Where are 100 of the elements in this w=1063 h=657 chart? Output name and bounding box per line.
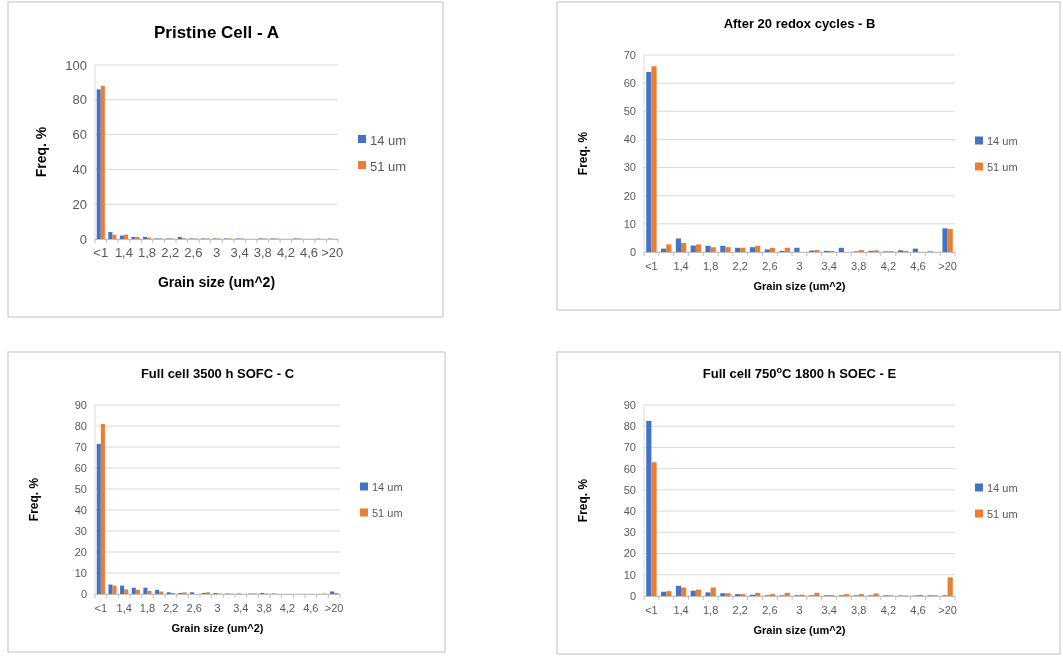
x-tick-label: 4,6 [910, 260, 926, 272]
y-tick-label: 80 [74, 419, 87, 432]
x-tick-label: 3 [796, 260, 803, 272]
bar [135, 236, 140, 239]
bar [651, 462, 657, 596]
x-tick-label: 4,6 [910, 604, 926, 616]
y-tick-label: 50 [623, 105, 636, 118]
bar [794, 247, 800, 252]
x-tick-label: 3,8 [851, 604, 867, 616]
bar [100, 423, 105, 594]
bar [131, 236, 136, 239]
x-tick-label: 3,8 [253, 245, 272, 260]
bar [725, 593, 731, 596]
x-tick-label: <1 [93, 245, 109, 260]
y-tick-label: 10 [623, 217, 636, 230]
x-tick-label: 3,4 [233, 602, 249, 614]
x-tick-label: 4,6 [300, 245, 319, 260]
bar [681, 242, 687, 252]
bar [947, 228, 953, 252]
x-tick-label: 1,4 [114, 245, 133, 260]
x-tick-label: 4,2 [880, 604, 897, 616]
x-tick-label: 1,8 [702, 260, 719, 272]
bar [755, 245, 761, 252]
y-tick-label: 30 [623, 161, 636, 174]
x-tick-label: 2,6 [762, 604, 778, 616]
bar [646, 71, 652, 252]
bar [784, 247, 790, 252]
chart-title: Full cell 750$^{o}$C 1800 h SOEC - E [702, 365, 897, 381]
y-tick-label: 40 [74, 503, 87, 516]
bar [681, 587, 687, 596]
x-tick-label: 1,4 [116, 602, 132, 614]
x-tick-label: 1,8 [139, 602, 156, 614]
bar [112, 585, 117, 594]
bar [666, 244, 672, 252]
bar [710, 247, 716, 252]
x-axis-title: Grain size (um^2) [171, 622, 264, 634]
bar [838, 247, 844, 252]
bar [749, 247, 756, 252]
chart-title: After 20 redox cycles - B [723, 16, 876, 31]
y-tick-label: 0 [79, 231, 87, 247]
x-tick-label: 3,4 [821, 260, 837, 272]
y-tick-label: 50 [623, 483, 636, 496]
x-tick-label: >20 [321, 245, 344, 260]
x-tick-label: 4,2 [880, 260, 897, 272]
legend-label: 14 um [987, 135, 1018, 148]
x-tick-label: >20 [938, 260, 957, 272]
y-tick-label: 90 [74, 398, 87, 411]
x-axis-title: Grain size (um^2) [753, 624, 846, 636]
bar [120, 585, 125, 594]
x-tick-label: <1 [94, 602, 108, 614]
bar [155, 589, 160, 594]
chart-title: Pristine Cell - A [153, 23, 280, 42]
x-tick-label: 1,8 [702, 604, 719, 616]
y-tick-label: 80 [72, 92, 87, 108]
bar [96, 443, 101, 594]
x-tick-label: 3,4 [821, 604, 837, 616]
bar [695, 244, 702, 252]
bar [947, 577, 953, 596]
bar [661, 591, 667, 596]
x-tick-label: 2,6 [186, 602, 202, 614]
y-tick-label: 100 [65, 57, 87, 73]
x-tick-label: 2,2 [163, 602, 179, 614]
chart-title: Full cell 3500 h SOFC - C [140, 366, 295, 381]
bar [769, 247, 776, 252]
bar [96, 89, 101, 239]
bar [177, 236, 182, 239]
x-tick-label: 1,4 [673, 604, 689, 616]
bar [695, 589, 702, 596]
x-tick-label: 3,4 [230, 245, 249, 260]
bar [873, 593, 879, 596]
bar [666, 591, 672, 596]
y-tick-label: 40 [623, 504, 636, 517]
y-tick-label: 30 [623, 526, 636, 539]
bar [330, 591, 335, 594]
legend-label: 51 um [987, 508, 1018, 521]
bar [735, 247, 741, 252]
y-tick-label: 60 [74, 461, 87, 474]
y-tick-label: 60 [72, 127, 87, 143]
y-tick-label: 20 [623, 547, 636, 560]
x-tick-label: 4,2 [276, 245, 295, 260]
y-tick-label: 60 [623, 76, 636, 89]
x-tick-label: 1,8 [138, 245, 157, 260]
x-axis-title: Grain size (um^2) [157, 274, 276, 290]
x-axis-title: Grain size (um^2) [753, 280, 846, 292]
y-axis-title: Freq. % [576, 478, 590, 523]
y-tick-label: 10 [623, 568, 636, 581]
y-tick-label: 30 [74, 524, 87, 537]
y-axis-title: Freq. % [33, 126, 49, 178]
x-tick-label: 2,6 [762, 260, 778, 272]
bar [108, 232, 113, 239]
y-tick-label: 60 [623, 462, 636, 475]
bar [710, 587, 716, 596]
bar [143, 587, 148, 594]
y-tick-label: 0 [629, 245, 636, 258]
y-tick-label: 50 [74, 482, 87, 495]
legend-label: 14 um [987, 482, 1018, 495]
x-tick-label: 3,8 [256, 602, 272, 614]
bar [646, 420, 652, 596]
legend-label: 14 um [372, 481, 403, 494]
x-tick-label: <1 [645, 260, 658, 272]
